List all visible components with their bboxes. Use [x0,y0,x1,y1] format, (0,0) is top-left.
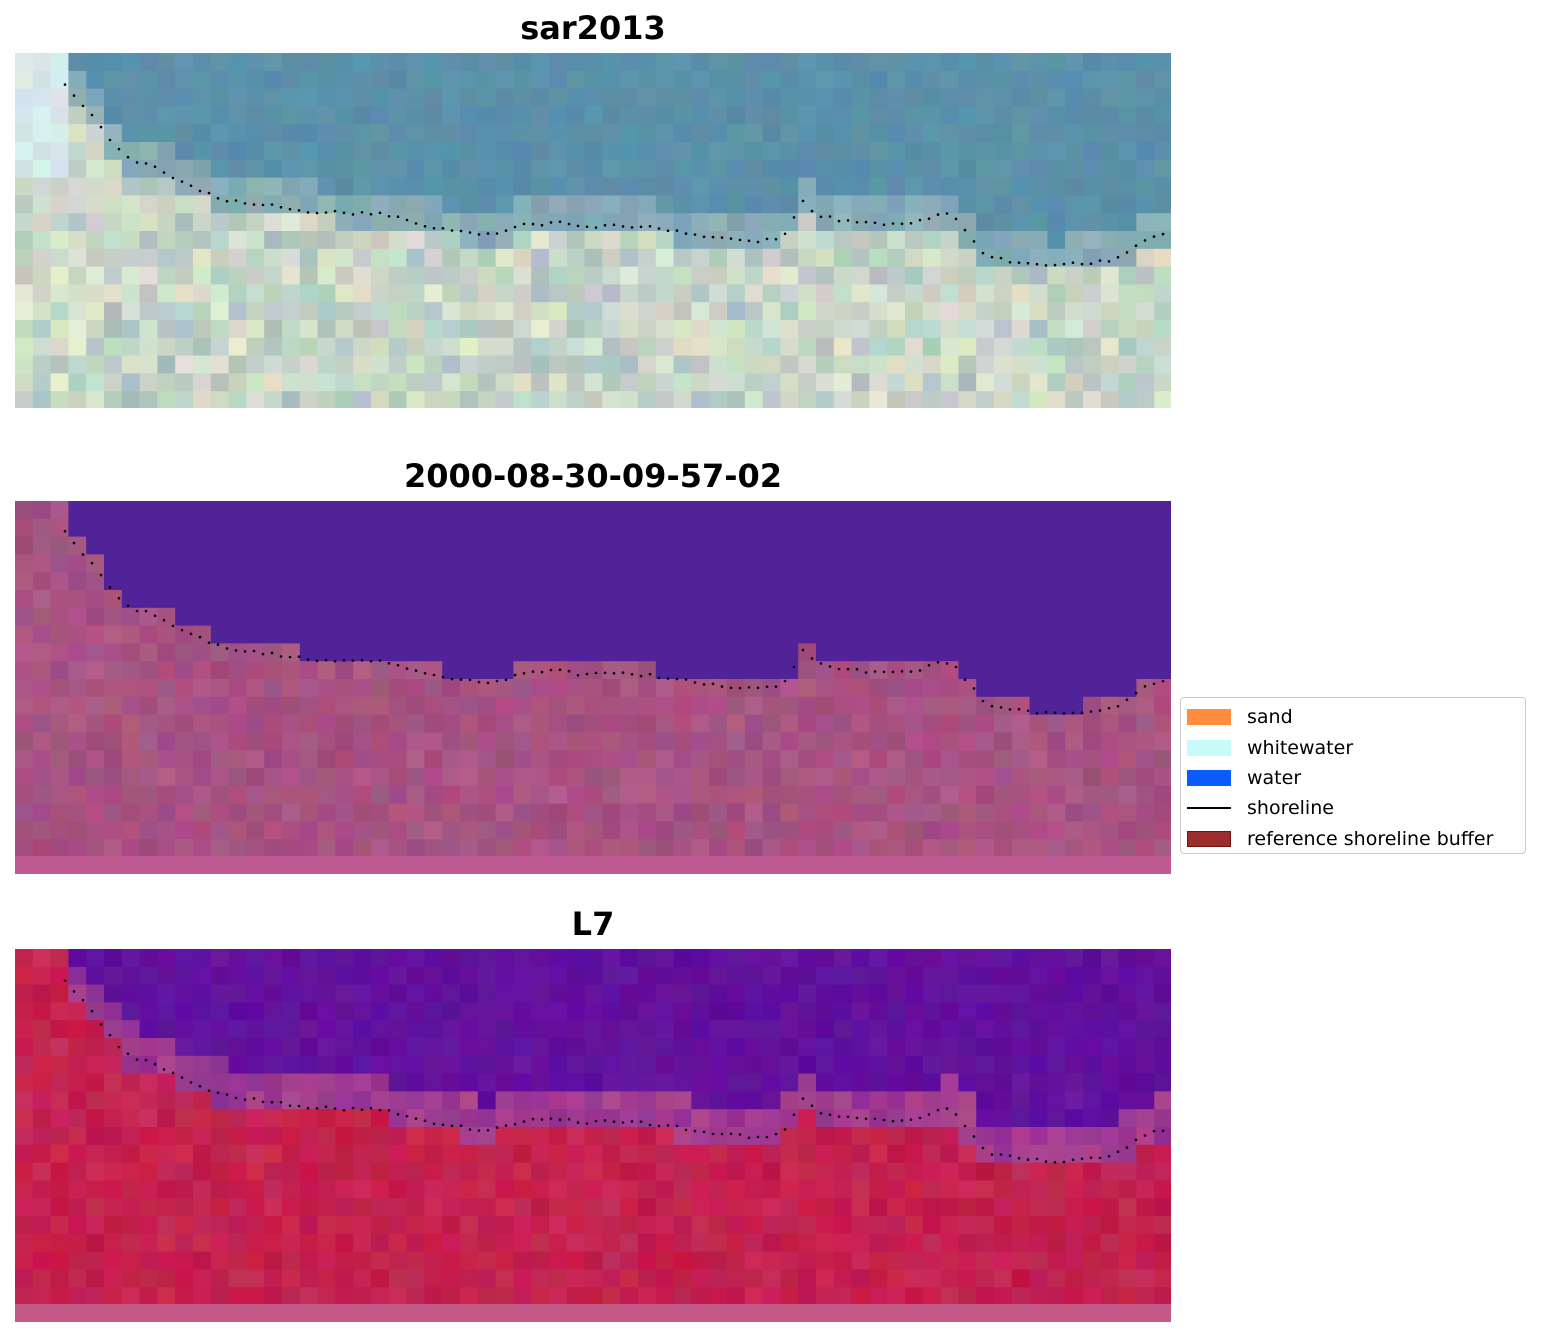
shoreline-points [63,83,1165,267]
bottom-strip [15,856,1171,874]
legend-label-reference-buffer: reference shoreline buffer [1247,827,1494,850]
legend-item-water: water [1187,763,1525,793]
sar-image [15,53,1171,408]
panel-title-sar: sar2013 [520,9,666,47]
raster-cells [15,53,1171,408]
whitewater-swatch [1187,739,1231,756]
panel-title-classified: 2000-08-30-09-57-02 [403,457,783,495]
legend-item-shoreline: shoreline [1187,793,1525,823]
shoreline-points [63,529,1165,715]
raster-cells [15,501,1171,858]
legend-label-shoreline: shoreline [1247,797,1334,820]
legend: sand whitewater water shoreline referenc… [1180,697,1526,854]
legend-item-reference-buffer: reference shoreline buffer [1187,824,1525,854]
sar-image-panel [15,53,1171,408]
sand-swatch [1187,709,1231,726]
raster-cells [15,949,1171,1306]
index-image [15,949,1171,1322]
water-swatch [1187,769,1231,786]
reference-buffer-swatch [1187,830,1231,847]
legend-label-whitewater: whitewater [1247,736,1354,759]
legend-label-sand: sand [1247,706,1293,729]
legend-item-sand: sand [1187,702,1525,732]
index-image-panel [15,949,1171,1322]
classified-image [15,501,1171,874]
bottom-strip [15,1304,1171,1322]
legend-item-whitewater: whitewater [1187,732,1525,762]
shoreline-points [63,979,1165,1164]
classified-image-panel [15,501,1171,874]
legend-label-water: water [1247,766,1302,789]
shoreline-line-swatch [1187,807,1231,810]
panel-title-index: L7 [571,905,615,943]
